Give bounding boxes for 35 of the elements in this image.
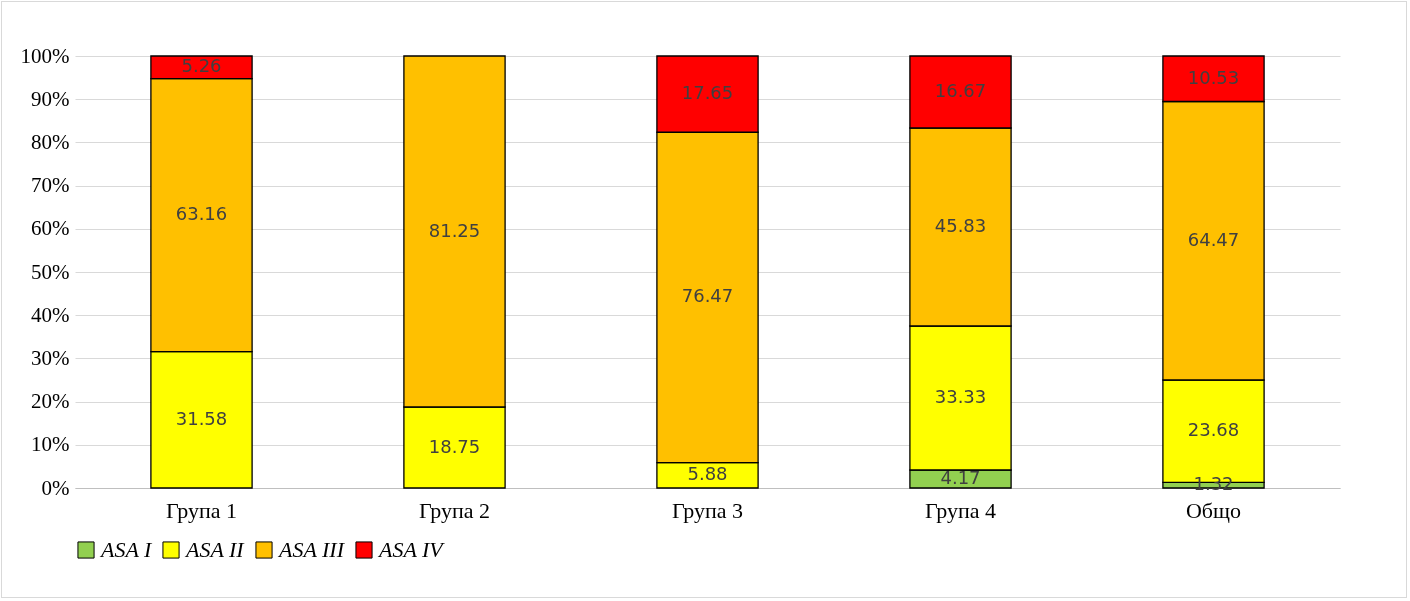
x-tick-label: Група 2 bbox=[418, 497, 491, 523]
y-tick-label: 100% bbox=[20, 43, 70, 68]
data-label: 64.47 bbox=[1187, 228, 1240, 250]
legend-label: ASA III bbox=[277, 537, 346, 562]
y-tick-label: 80% bbox=[31, 129, 70, 154]
data-label: 5.88 bbox=[687, 463, 728, 485]
y-tick-label: 10% bbox=[31, 432, 70, 457]
data-label: 5.26 bbox=[181, 55, 222, 77]
legend-label: ASA II bbox=[184, 537, 246, 562]
x-tick-label: Група 4 bbox=[924, 497, 997, 523]
data-label: 23.68 bbox=[1187, 419, 1240, 441]
y-tick-label: 30% bbox=[31, 345, 70, 370]
x-tick-label: Общо bbox=[1185, 497, 1242, 523]
data-label: 16.67 bbox=[934, 80, 987, 102]
y-tick-label: 40% bbox=[31, 302, 70, 327]
y-tick-label: 70% bbox=[31, 173, 70, 198]
data-label: 81.25 bbox=[428, 219, 481, 241]
legend-label: ASA IV bbox=[377, 537, 446, 562]
data-label: 63.16 bbox=[175, 203, 228, 225]
data-label: 45.83 bbox=[934, 215, 987, 237]
x-tick-label: Група 1 bbox=[165, 497, 238, 523]
y-tick-label: 20% bbox=[31, 389, 70, 414]
y-tick-label: 90% bbox=[31, 86, 70, 111]
data-label: 17.65 bbox=[681, 82, 734, 104]
y-tick-label: 0% bbox=[41, 475, 70, 500]
data-label: 31.58 bbox=[175, 407, 228, 429]
x-tick-label: Група 3 bbox=[671, 497, 744, 523]
legend-label: ASA I bbox=[99, 537, 153, 562]
data-label: 76.47 bbox=[681, 285, 734, 307]
data-label: 4.17 bbox=[940, 466, 981, 488]
y-tick-label: 60% bbox=[31, 216, 70, 241]
y-tick-label: 50% bbox=[31, 259, 70, 284]
data-label: 10.53 bbox=[1187, 66, 1240, 88]
data-label: 18.75 bbox=[428, 435, 481, 457]
data-label: 33.33 bbox=[934, 385, 987, 407]
